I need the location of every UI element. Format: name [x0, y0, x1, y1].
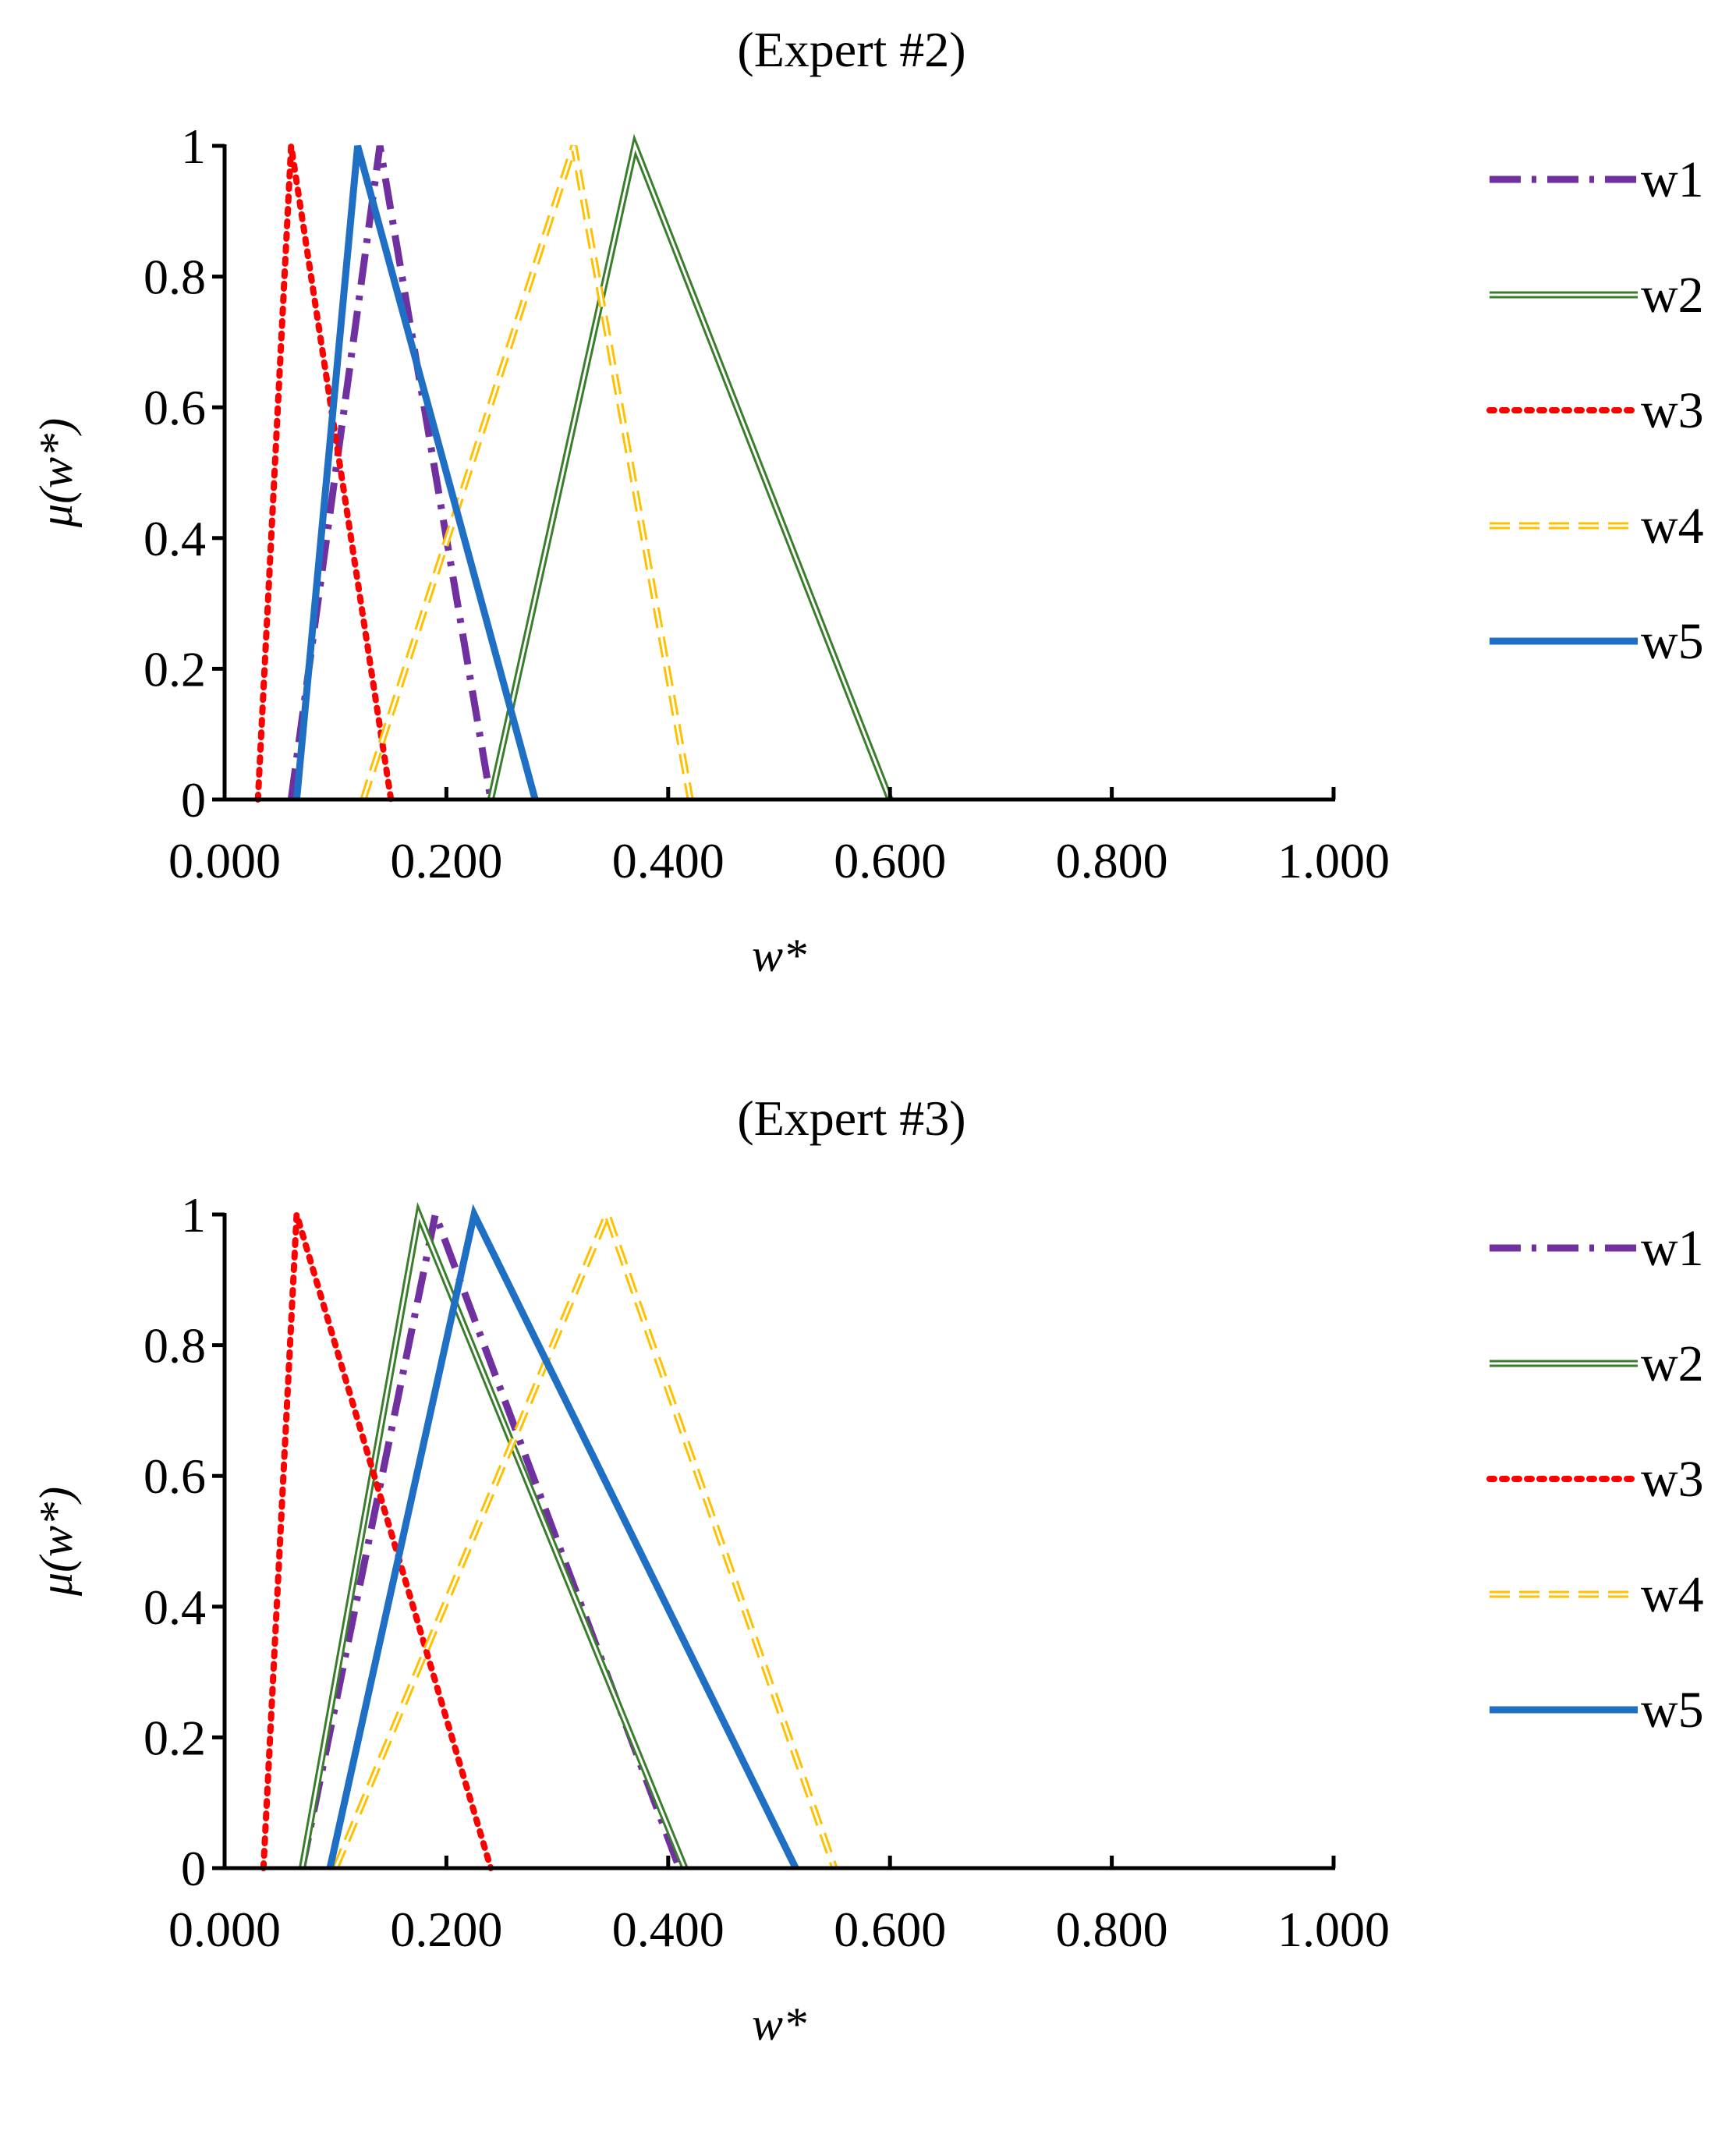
series-w4-line: [360, 144, 694, 801]
chart-expert-3: (Expert #3) 0 0.2 0.4 0.6 0.8 1 0.000 0.200 0.400…: [30, 1090, 1704, 2050]
chart-title: (Expert #3): [737, 1090, 965, 1146]
legend-item-w3: w3: [1486, 382, 1704, 439]
y-axis-label: μ(w*): [30, 418, 82, 528]
legend-label: w2: [1641, 267, 1704, 324]
chart-title: (Expert #2): [737, 22, 965, 77]
legend-item-w4: w4: [1490, 1566, 1704, 1623]
series-w4-line: [332, 1204, 838, 1870]
y-tick-label: 0.6: [143, 380, 206, 435]
legend-label: w3: [1641, 1451, 1704, 1508]
x-axis-label: w*: [752, 930, 806, 981]
x-axis-label: w*: [752, 1998, 806, 2050]
legend-item-w1: w1: [1490, 1220, 1704, 1277]
series-w2-line: [487, 133, 894, 801]
legend-label: w2: [1641, 1335, 1704, 1392]
x-tick-label: 0.400: [612, 833, 725, 888]
x-tick-label: 0.800: [1056, 1902, 1168, 1957]
legend-label: w4: [1641, 498, 1704, 555]
x-tick-label: 1.000: [1277, 833, 1390, 888]
y-axis-label: μ(w*): [30, 1487, 82, 1597]
x-tick-label: 0.000: [168, 833, 281, 888]
legend-item-w5: w5: [1490, 1682, 1704, 1739]
x-tick-label: 0.200: [390, 833, 502, 888]
legend-label: w4: [1641, 1566, 1704, 1623]
y-tick-label: 0.8: [143, 1318, 206, 1374]
y-tick-label: 1: [181, 1187, 206, 1243]
legend-label: w1: [1641, 151, 1704, 208]
series-w5-line: [326, 1204, 799, 1870]
series-w3-line: [254, 145, 395, 803]
x-tick-label: 0.400: [612, 1902, 725, 1957]
legend-item-w3: w3: [1486, 1451, 1704, 1508]
legend-label: w3: [1641, 382, 1704, 439]
y-tick-label: 0.8: [143, 250, 206, 305]
legend-item-w4: w4: [1490, 498, 1704, 555]
y-tick-label: 0.4: [143, 1580, 206, 1635]
x-tick-label: 0.000: [168, 1902, 281, 1957]
legend-label: w5: [1641, 613, 1704, 670]
y-tick-label: 0.2: [143, 641, 206, 697]
legend-item-w1: w1: [1490, 151, 1704, 208]
series-w1-line: [287, 145, 494, 800]
legend-item-w5: w5: [1490, 613, 1704, 670]
x-tick-label: 0.200: [390, 1902, 502, 1957]
series-w2-line: [299, 1201, 689, 1870]
x-tick-label: 0.600: [834, 833, 946, 888]
legend-item-w2: w2: [1490, 1335, 1704, 1392]
x-tick-label: 1.000: [1277, 1902, 1390, 1957]
legend-item-w2: w2: [1490, 267, 1704, 324]
x-tick-label: 0.800: [1056, 833, 1168, 888]
y-tick-label: 0.6: [143, 1448, 206, 1504]
y-tick-label: 0: [181, 772, 206, 828]
x-tick-label: 0.600: [834, 1902, 946, 1957]
chart-expert-2: (Expert #2) 0 0.2 0.4 0.6 0.8 1 0.000 0.200 0.400…: [30, 22, 1704, 981]
series-w3-line: [260, 1213, 494, 1871]
y-tick-label: 1: [181, 119, 206, 174]
y-tick-label: 0.4: [143, 511, 206, 566]
y-tick-label: 0.2: [143, 1710, 206, 1765]
y-tick-label: 0: [181, 1841, 206, 1896]
series-w5-line: [292, 144, 539, 801]
legend-label: w5: [1641, 1682, 1704, 1739]
legend-label: w1: [1641, 1220, 1704, 1277]
